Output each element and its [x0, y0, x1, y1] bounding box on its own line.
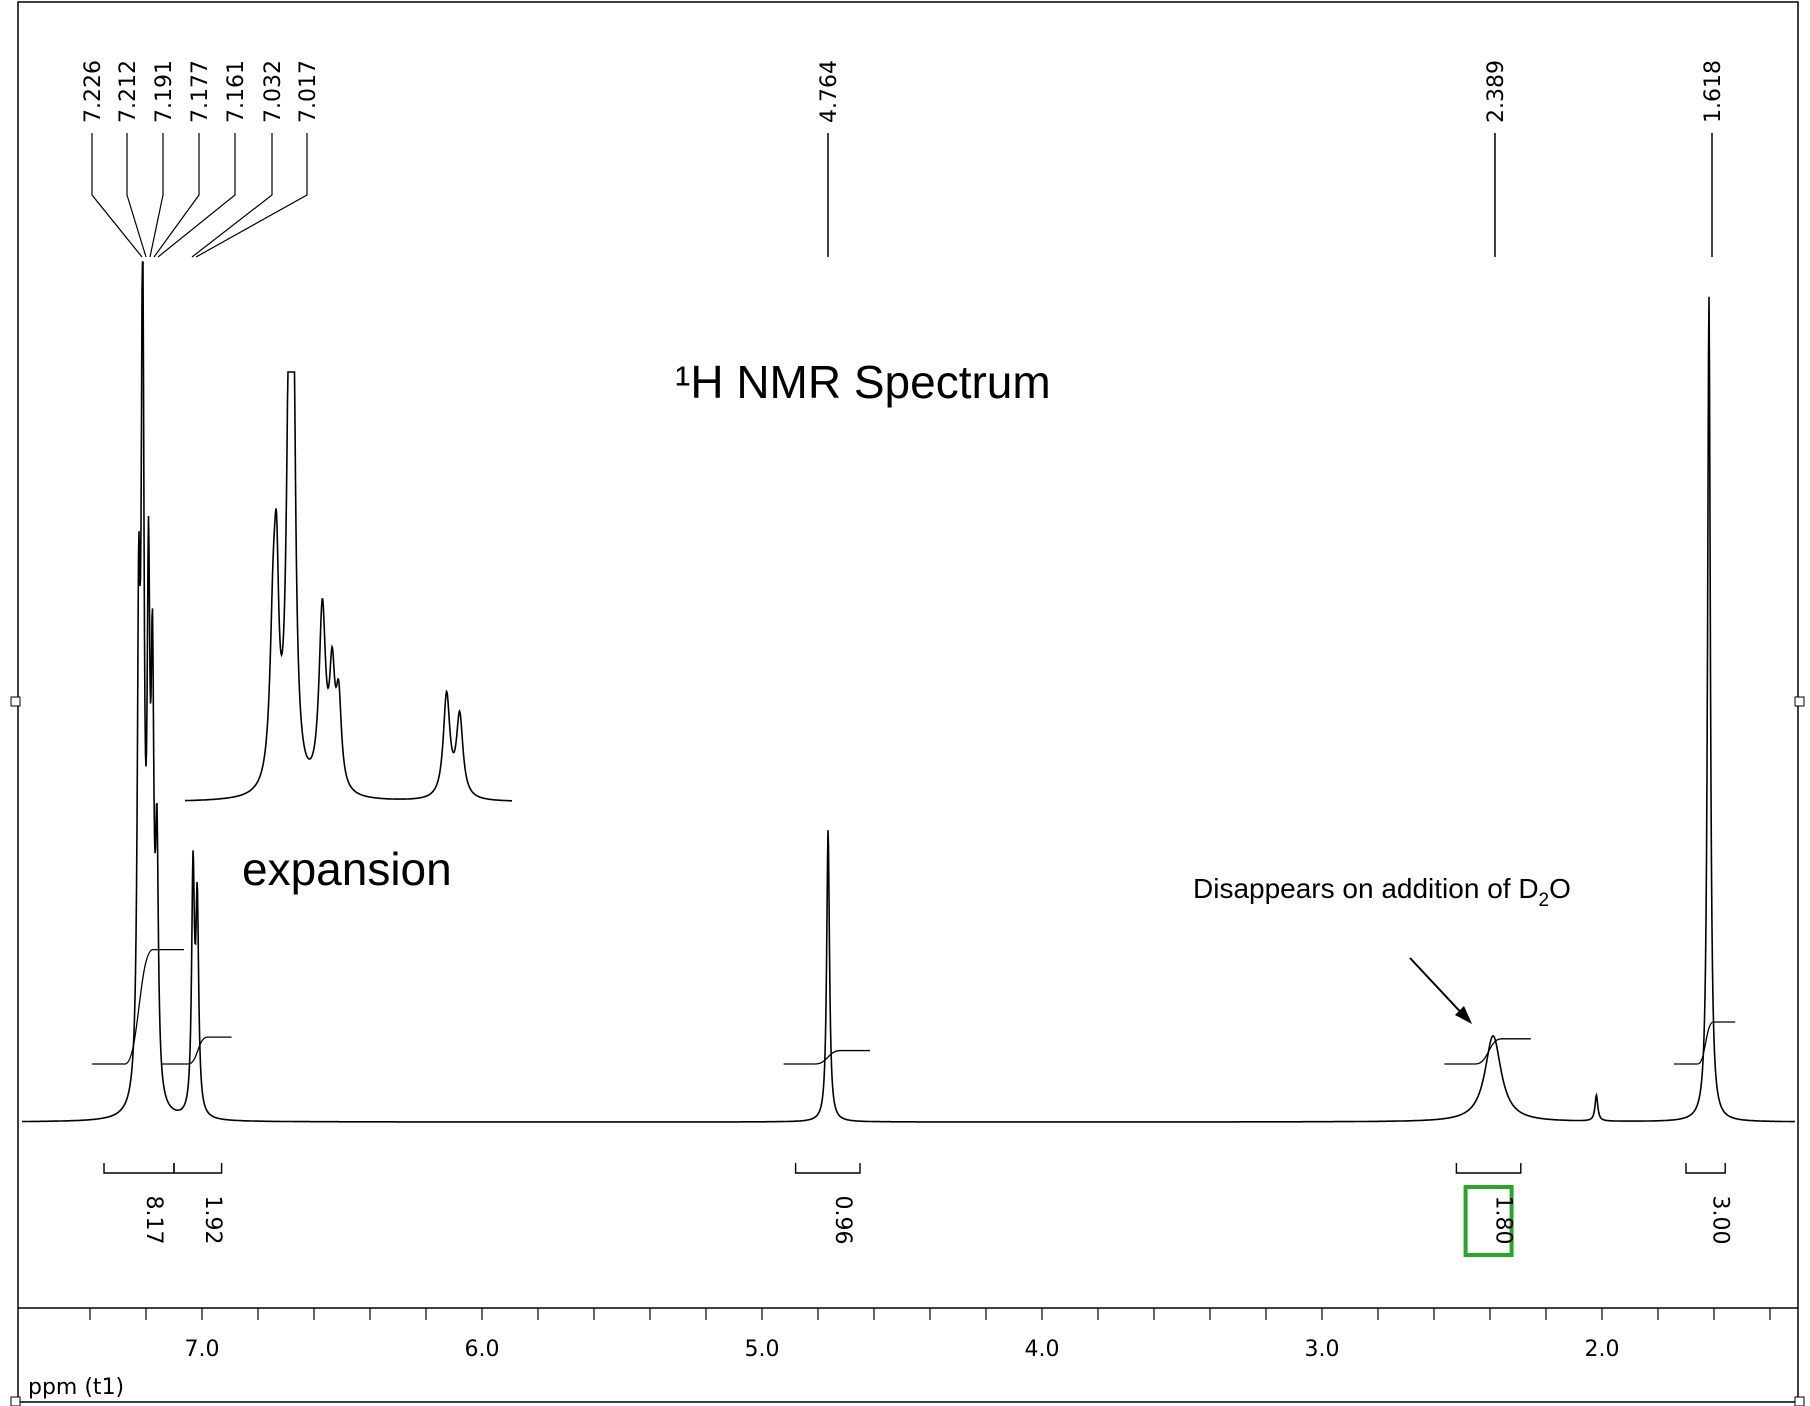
- integral-value: 8.17: [141, 1196, 166, 1245]
- integral-bracket: [173, 1163, 223, 1174]
- plot-frame: [17, 1, 1799, 1403]
- integral-bracket: [794, 1163, 861, 1174]
- peak-labels-group: 7.226 7.212 7.191 7.177 7.161 7.032 7.017 4.764…: [81, 60, 1726, 258]
- expansion-trace: [185, 371, 512, 802]
- integral-highlight-box: [1463, 1185, 1514, 1257]
- d2o-note-end: O: [1549, 873, 1571, 904]
- peak-leader-line: [91, 133, 143, 258]
- peak-label: 7.177: [188, 60, 213, 123]
- peak-label: 7.191: [152, 60, 177, 123]
- peak-label: 7.032: [261, 60, 286, 123]
- integral-curve: [1674, 1021, 1736, 1065]
- d2o-arrowhead: [1455, 1006, 1472, 1024]
- peak-label: 1.618: [1701, 60, 1726, 123]
- frame-handle-bottom-left[interactable]: [10, 1396, 21, 1406]
- spectrum-trace: [22, 261, 1795, 1123]
- peak-label: 7.161: [224, 60, 249, 123]
- integral-curve: [1444, 1038, 1531, 1065]
- peak-leader-line: [126, 133, 147, 258]
- x-tick-label: 4.0: [1025, 1337, 1060, 1362]
- chart-title: ¹H NMR Spectrum: [675, 356, 1051, 408]
- x-tick-label: 7.0: [185, 1337, 220, 1362]
- peak-label: 2.389: [1484, 60, 1509, 123]
- peak-label: 4.764: [817, 60, 842, 123]
- d2o-note-text: Disappears on addition of D: [1193, 873, 1539, 904]
- x-axis-group: 7.0 6.0 5.0 4.0 3.0 2.0: [18, 1307, 1798, 1362]
- d2o-note-subscript: 2: [1539, 890, 1550, 911]
- integral-curve: [162, 1036, 232, 1065]
- d2o-arrow: [1409, 957, 1469, 1021]
- expansion-inset: [185, 371, 512, 802]
- integral-curve: [92, 948, 184, 1065]
- peak-label: 7.017: [296, 60, 321, 123]
- d2o-note: Disappears on addition of D2O: [1193, 873, 1571, 911]
- frame-handle-right[interactable]: [1794, 696, 1805, 707]
- peak-leader-line: [157, 133, 236, 258]
- x-axis-label: ppm (t1): [28, 1375, 124, 1400]
- x-tick-label: 5.0: [745, 1337, 780, 1362]
- frame-handle-left[interactable]: [10, 696, 21, 707]
- peak-leader-line: [153, 133, 200, 258]
- x-tick-label: 3.0: [1305, 1337, 1340, 1362]
- frame-handle-bottom-right[interactable]: [1794, 1396, 1805, 1406]
- integral-curve: [783, 1049, 870, 1065]
- integral-value: 3.00: [1708, 1196, 1733, 1245]
- x-tick-label: 6.0: [465, 1337, 500, 1362]
- integral-bracket: [103, 1163, 175, 1174]
- x-tick-label: 2.0: [1585, 1337, 1620, 1362]
- integral-brackets-group: 8.17 1.92 0.96 1.80 3.00: [103, 1163, 1733, 1257]
- expansion-label: expansion: [242, 843, 452, 895]
- integral-value: 1.92: [200, 1196, 225, 1245]
- peak-leader-line: [149, 133, 164, 258]
- peak-label: 7.226: [81, 60, 106, 123]
- peak-leader-line: [191, 133, 273, 258]
- integral-curves-group: [92, 948, 1736, 1065]
- integral-bracket: [1685, 1163, 1726, 1174]
- integral-bracket: [1455, 1163, 1522, 1174]
- peak-label: 7.212: [116, 60, 141, 123]
- integral-value: 1.80: [1491, 1196, 1516, 1245]
- spectrum-trace-group: [22, 261, 1795, 1123]
- integral-value: 0.96: [830, 1196, 855, 1245]
- peak-leader-line: [195, 133, 308, 258]
